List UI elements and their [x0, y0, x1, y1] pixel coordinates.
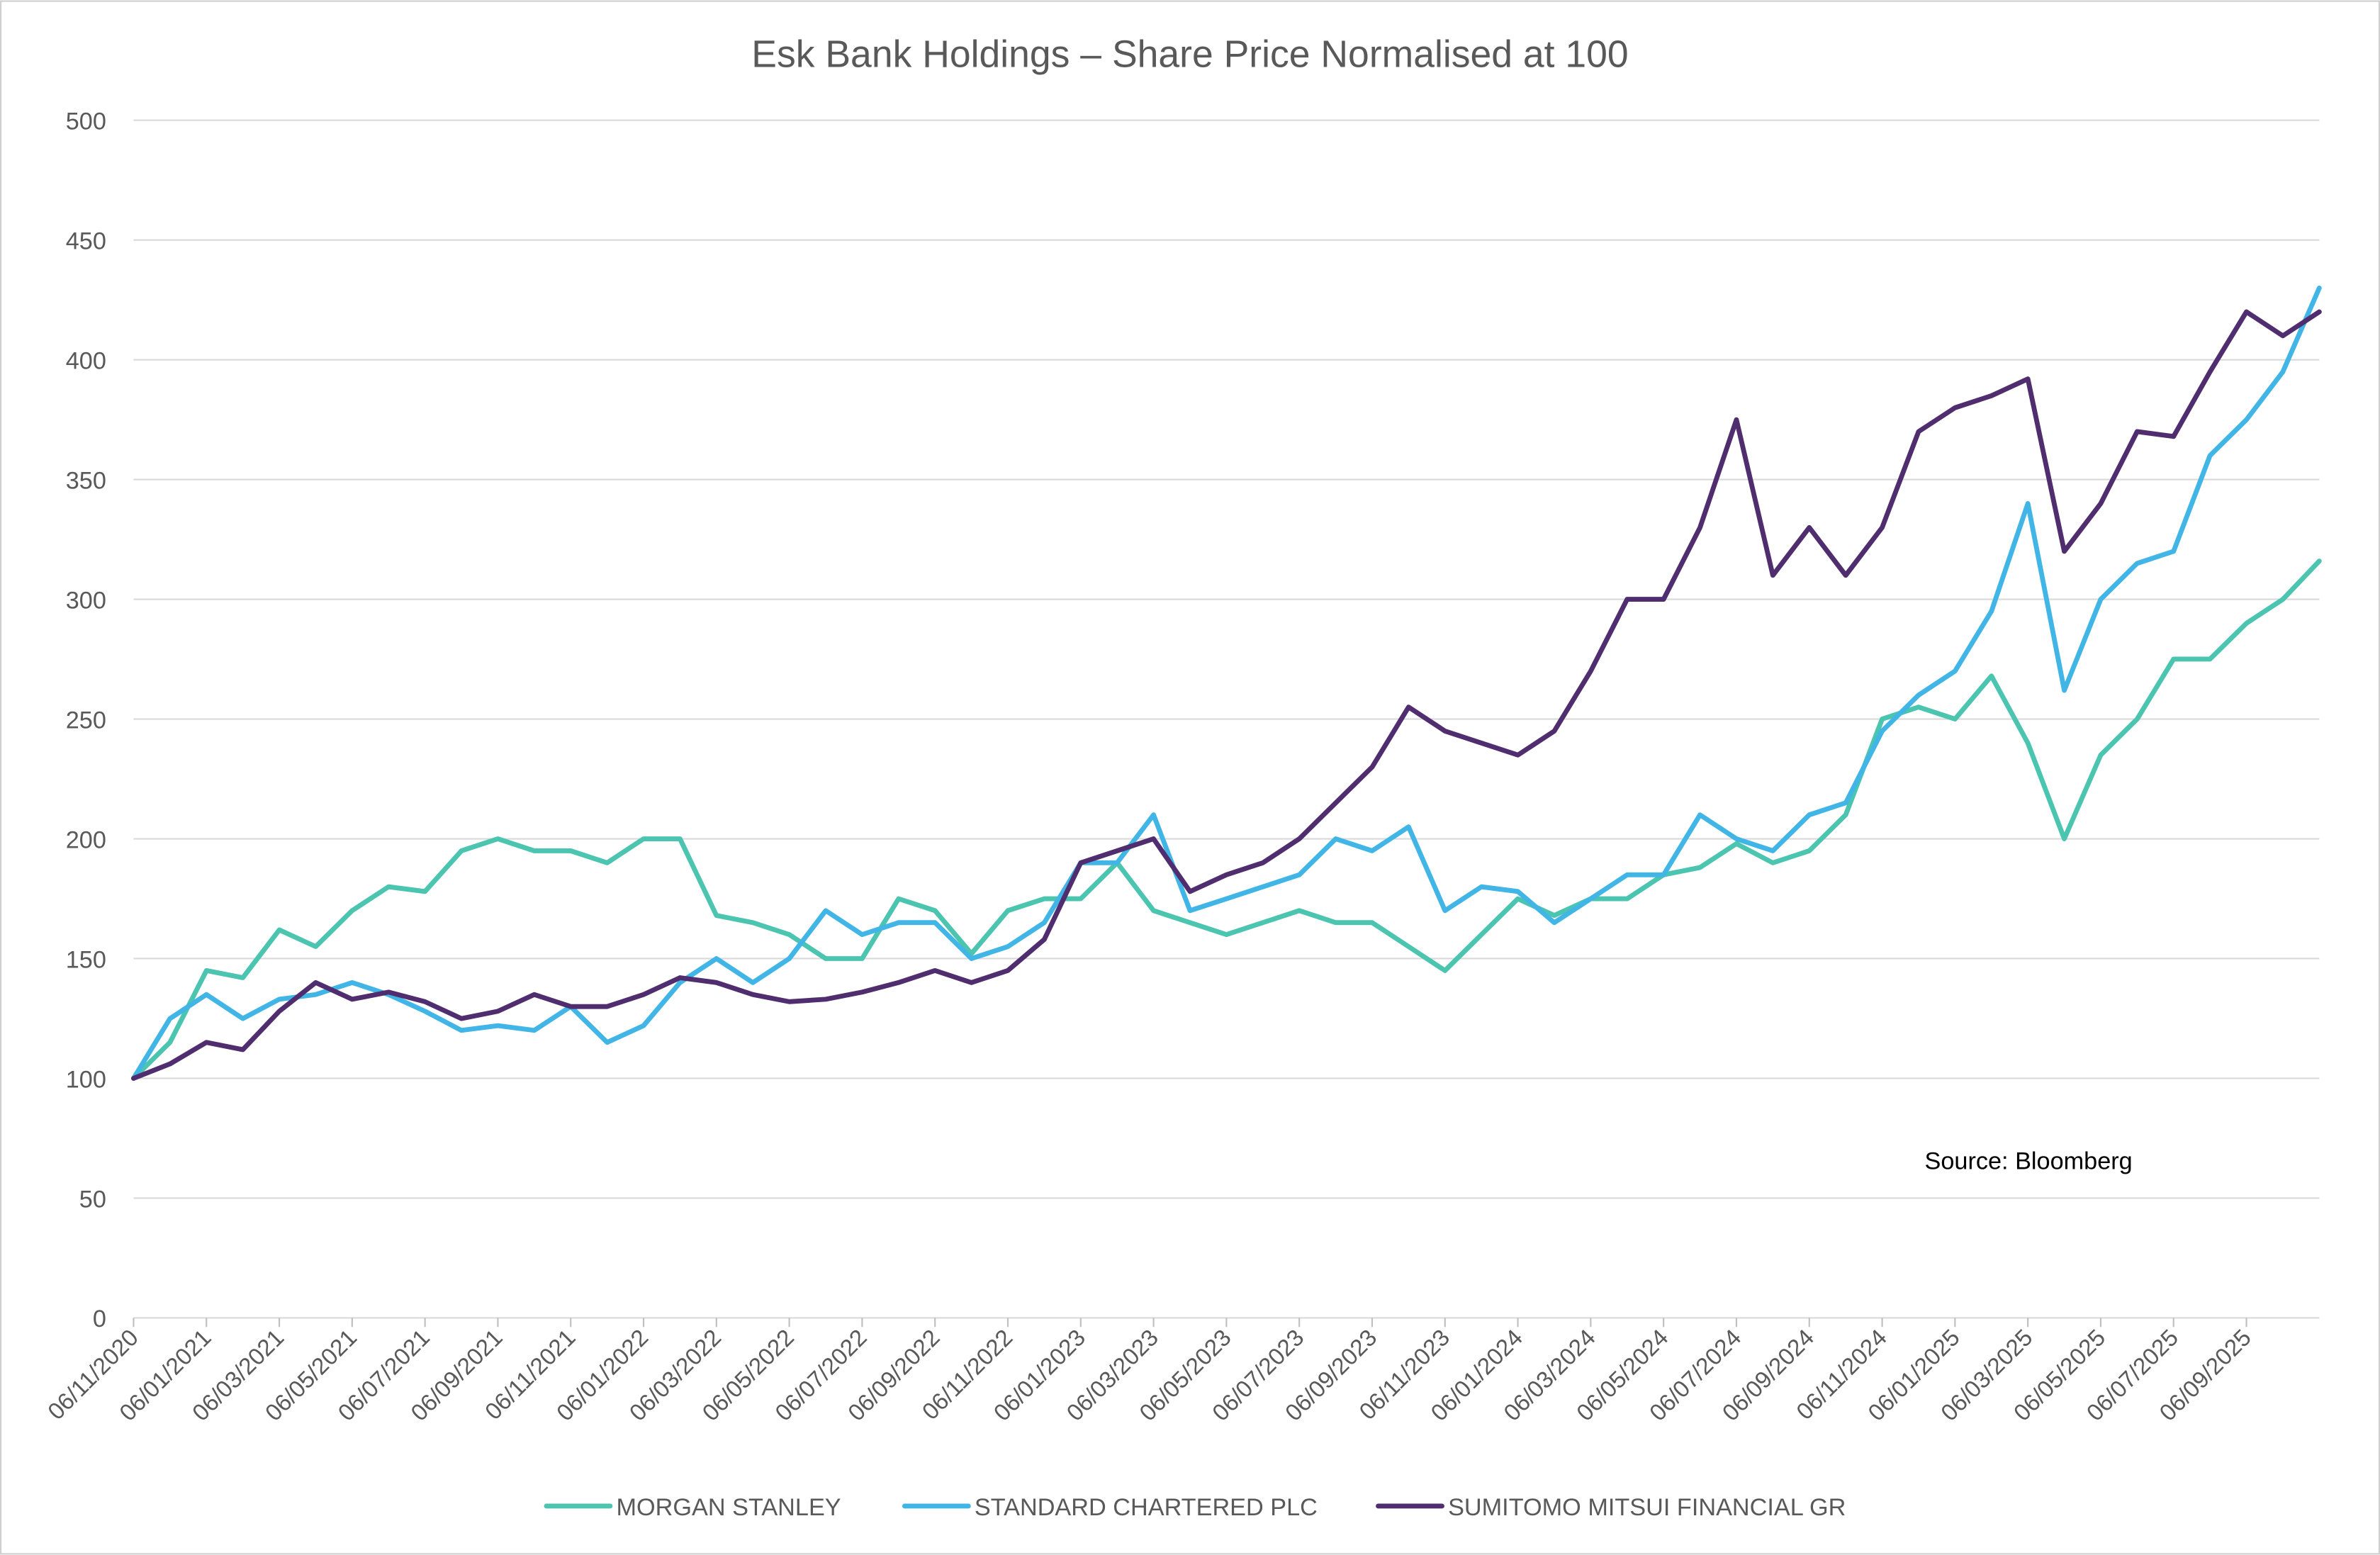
y-tick-label: 500 [66, 108, 106, 135]
legend-label: MORGAN STANLEY [616, 1494, 841, 1521]
series-lines [131, 285, 2322, 1081]
y-axis-ticks: 0 50 100 150 200 250 300 350 400 450 500 [66, 108, 106, 1333]
y-tick-label: 200 [66, 826, 106, 853]
series-line-sumitomo-mitsui-financial-gr [131, 309, 2322, 1081]
y-tick-label: 450 [66, 228, 106, 255]
legend-label: STANDARD CHARTERED PLC [975, 1494, 1318, 1521]
y-tick-label: 250 [66, 707, 106, 734]
y-tick-label: 300 [66, 587, 106, 614]
y-tick-label: 400 [66, 347, 106, 374]
legend-item: MORGAN STANLEY [544, 1494, 841, 1521]
chart-title: Esk Bank Holdings – Share Price Normalis… [751, 34, 1628, 76]
y-tick-label: 350 [66, 467, 106, 494]
y-tick-label: 0 [93, 1306, 106, 1332]
legend-label: SUMITOMO MITSUI FINANCIAL GR [1448, 1494, 1846, 1521]
legend-item: STANDARD CHARTERED PLC [902, 1494, 1318, 1521]
y-tick-label: 150 [66, 946, 106, 973]
legend: MORGAN STANLEY STANDARD CHARTERED PLC SUMI… [544, 1494, 1846, 1521]
legend-item: SUMITOMO MITSUI FINANCIAL GR [1376, 1494, 1846, 1521]
y-tick-label: 50 [79, 1186, 106, 1213]
series-line-standard-chartered-plc [131, 285, 2322, 1081]
source-annotation: Source: Bloomberg [1925, 1148, 2133, 1175]
y-tick-label: 100 [66, 1066, 106, 1093]
gridlines [133, 119, 2320, 1319]
series-line-morgan-stanley [131, 558, 2322, 1081]
